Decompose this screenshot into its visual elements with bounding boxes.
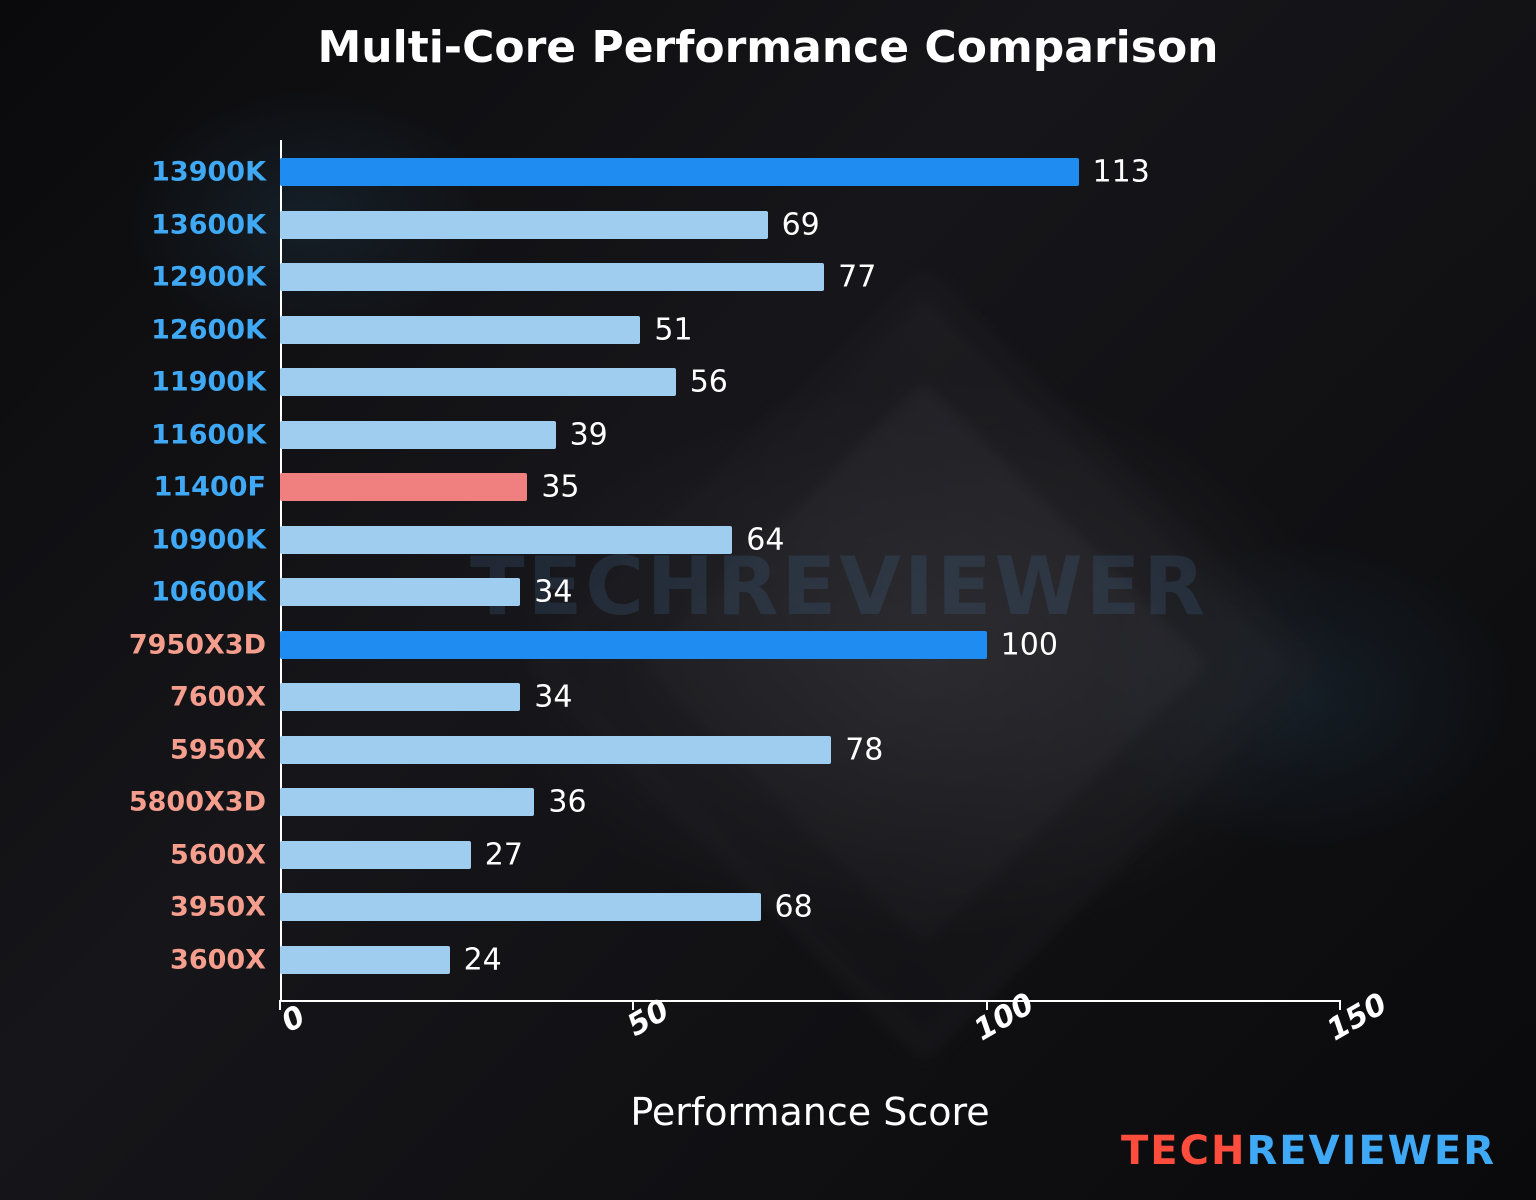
bar-row: 11400F35: [280, 461, 1340, 514]
bar-value-label: 34: [520, 575, 572, 610]
x-tick-label: 0: [276, 999, 312, 1040]
bar-category-label: 5950X: [170, 734, 280, 765]
chart-title: Multi-Core Performance Comparison: [0, 22, 1536, 73]
bar-row: 13600K69: [280, 199, 1340, 252]
bar-row: 11600K39: [280, 409, 1340, 462]
bar-row: 7950X3D100: [280, 619, 1340, 672]
bar-category-label: 10900K: [151, 524, 280, 555]
bar: [280, 683, 520, 711]
bar-value-label: 77: [824, 260, 876, 295]
bar-row: 3950X68: [280, 881, 1340, 934]
bar-category-label: 5800X3D: [129, 787, 280, 818]
x-tick-label: 150: [1321, 986, 1393, 1048]
bar-category-label: 11600K: [151, 419, 280, 450]
bar: [280, 421, 556, 449]
bar: [280, 893, 761, 921]
bar: [280, 578, 520, 606]
bar: [280, 368, 676, 396]
bar-value-label: 27: [471, 837, 523, 872]
bar: [280, 263, 824, 291]
bar: [280, 211, 768, 239]
bar-category-label: 11900K: [151, 367, 280, 398]
bar-row: 11900K56: [280, 356, 1340, 409]
bar-category-label: 12900K: [151, 262, 280, 293]
bar-category-label: 12600K: [151, 314, 280, 345]
bar-category-label: 7950X3D: [129, 629, 280, 660]
bar: [280, 946, 450, 974]
bar-category-label: 11400F: [154, 472, 280, 503]
bar-value-label: 35: [527, 470, 579, 505]
bar-value-label: 34: [520, 680, 572, 715]
bar-category-label: 5600X: [170, 839, 280, 870]
bar-row: 10900K64: [280, 514, 1340, 567]
brand-wordmark: TECHREVIEWER: [1121, 1128, 1496, 1174]
chart-stage: TECHREVIEWER Multi-Core Performance Comp…: [0, 0, 1536, 1200]
bar-value-label: 68: [761, 890, 813, 925]
bar-category-label: 10600K: [151, 577, 280, 608]
bar-value-label: 51: [640, 312, 692, 347]
bar-row: 13900K113: [280, 146, 1340, 199]
bar-value-label: 56: [676, 365, 728, 400]
bar-value-label: 113: [1079, 155, 1150, 190]
bar: [280, 473, 527, 501]
x-axis-line: [280, 1000, 1340, 1002]
bar-value-label: 36: [534, 785, 586, 820]
bar: [280, 736, 831, 764]
bar-row: 5950X78: [280, 724, 1340, 777]
bar-row: 3600X24: [280, 934, 1340, 987]
plot-area: Performance Score 05010015013900K1131360…: [280, 140, 1340, 1000]
bar-value-label: 69: [768, 207, 820, 242]
bar: [280, 316, 640, 344]
bar-category-label: 13900K: [151, 157, 280, 188]
bar-row: 7600X34: [280, 671, 1340, 724]
bar: [280, 788, 534, 816]
bar-row: 10600K34: [280, 566, 1340, 619]
bar-category-label: 3600X: [170, 944, 280, 975]
bar: [280, 158, 1079, 186]
bar: [280, 526, 732, 554]
bar: [280, 631, 987, 659]
bar: [280, 841, 471, 869]
x-tick-label: 100: [968, 986, 1040, 1048]
bar-category-label: 3950X: [170, 892, 280, 923]
bar-row: 5800X3D36: [280, 776, 1340, 829]
bar-value-label: 64: [732, 522, 784, 557]
brand-trailing: REVIEWER: [1246, 1128, 1496, 1174]
bar-value-label: 24: [450, 942, 502, 977]
bar-row: 12900K77: [280, 251, 1340, 304]
bar-value-label: 100: [987, 627, 1058, 662]
bar-row: 5600X27: [280, 829, 1340, 882]
brand-leading: TECH: [1121, 1128, 1246, 1174]
bar-value-label: 39: [556, 417, 608, 452]
bar-row: 12600K51: [280, 304, 1340, 357]
bar-category-label: 7600X: [170, 682, 280, 713]
bar-category-label: 13600K: [151, 209, 280, 240]
bar-value-label: 78: [831, 732, 883, 767]
